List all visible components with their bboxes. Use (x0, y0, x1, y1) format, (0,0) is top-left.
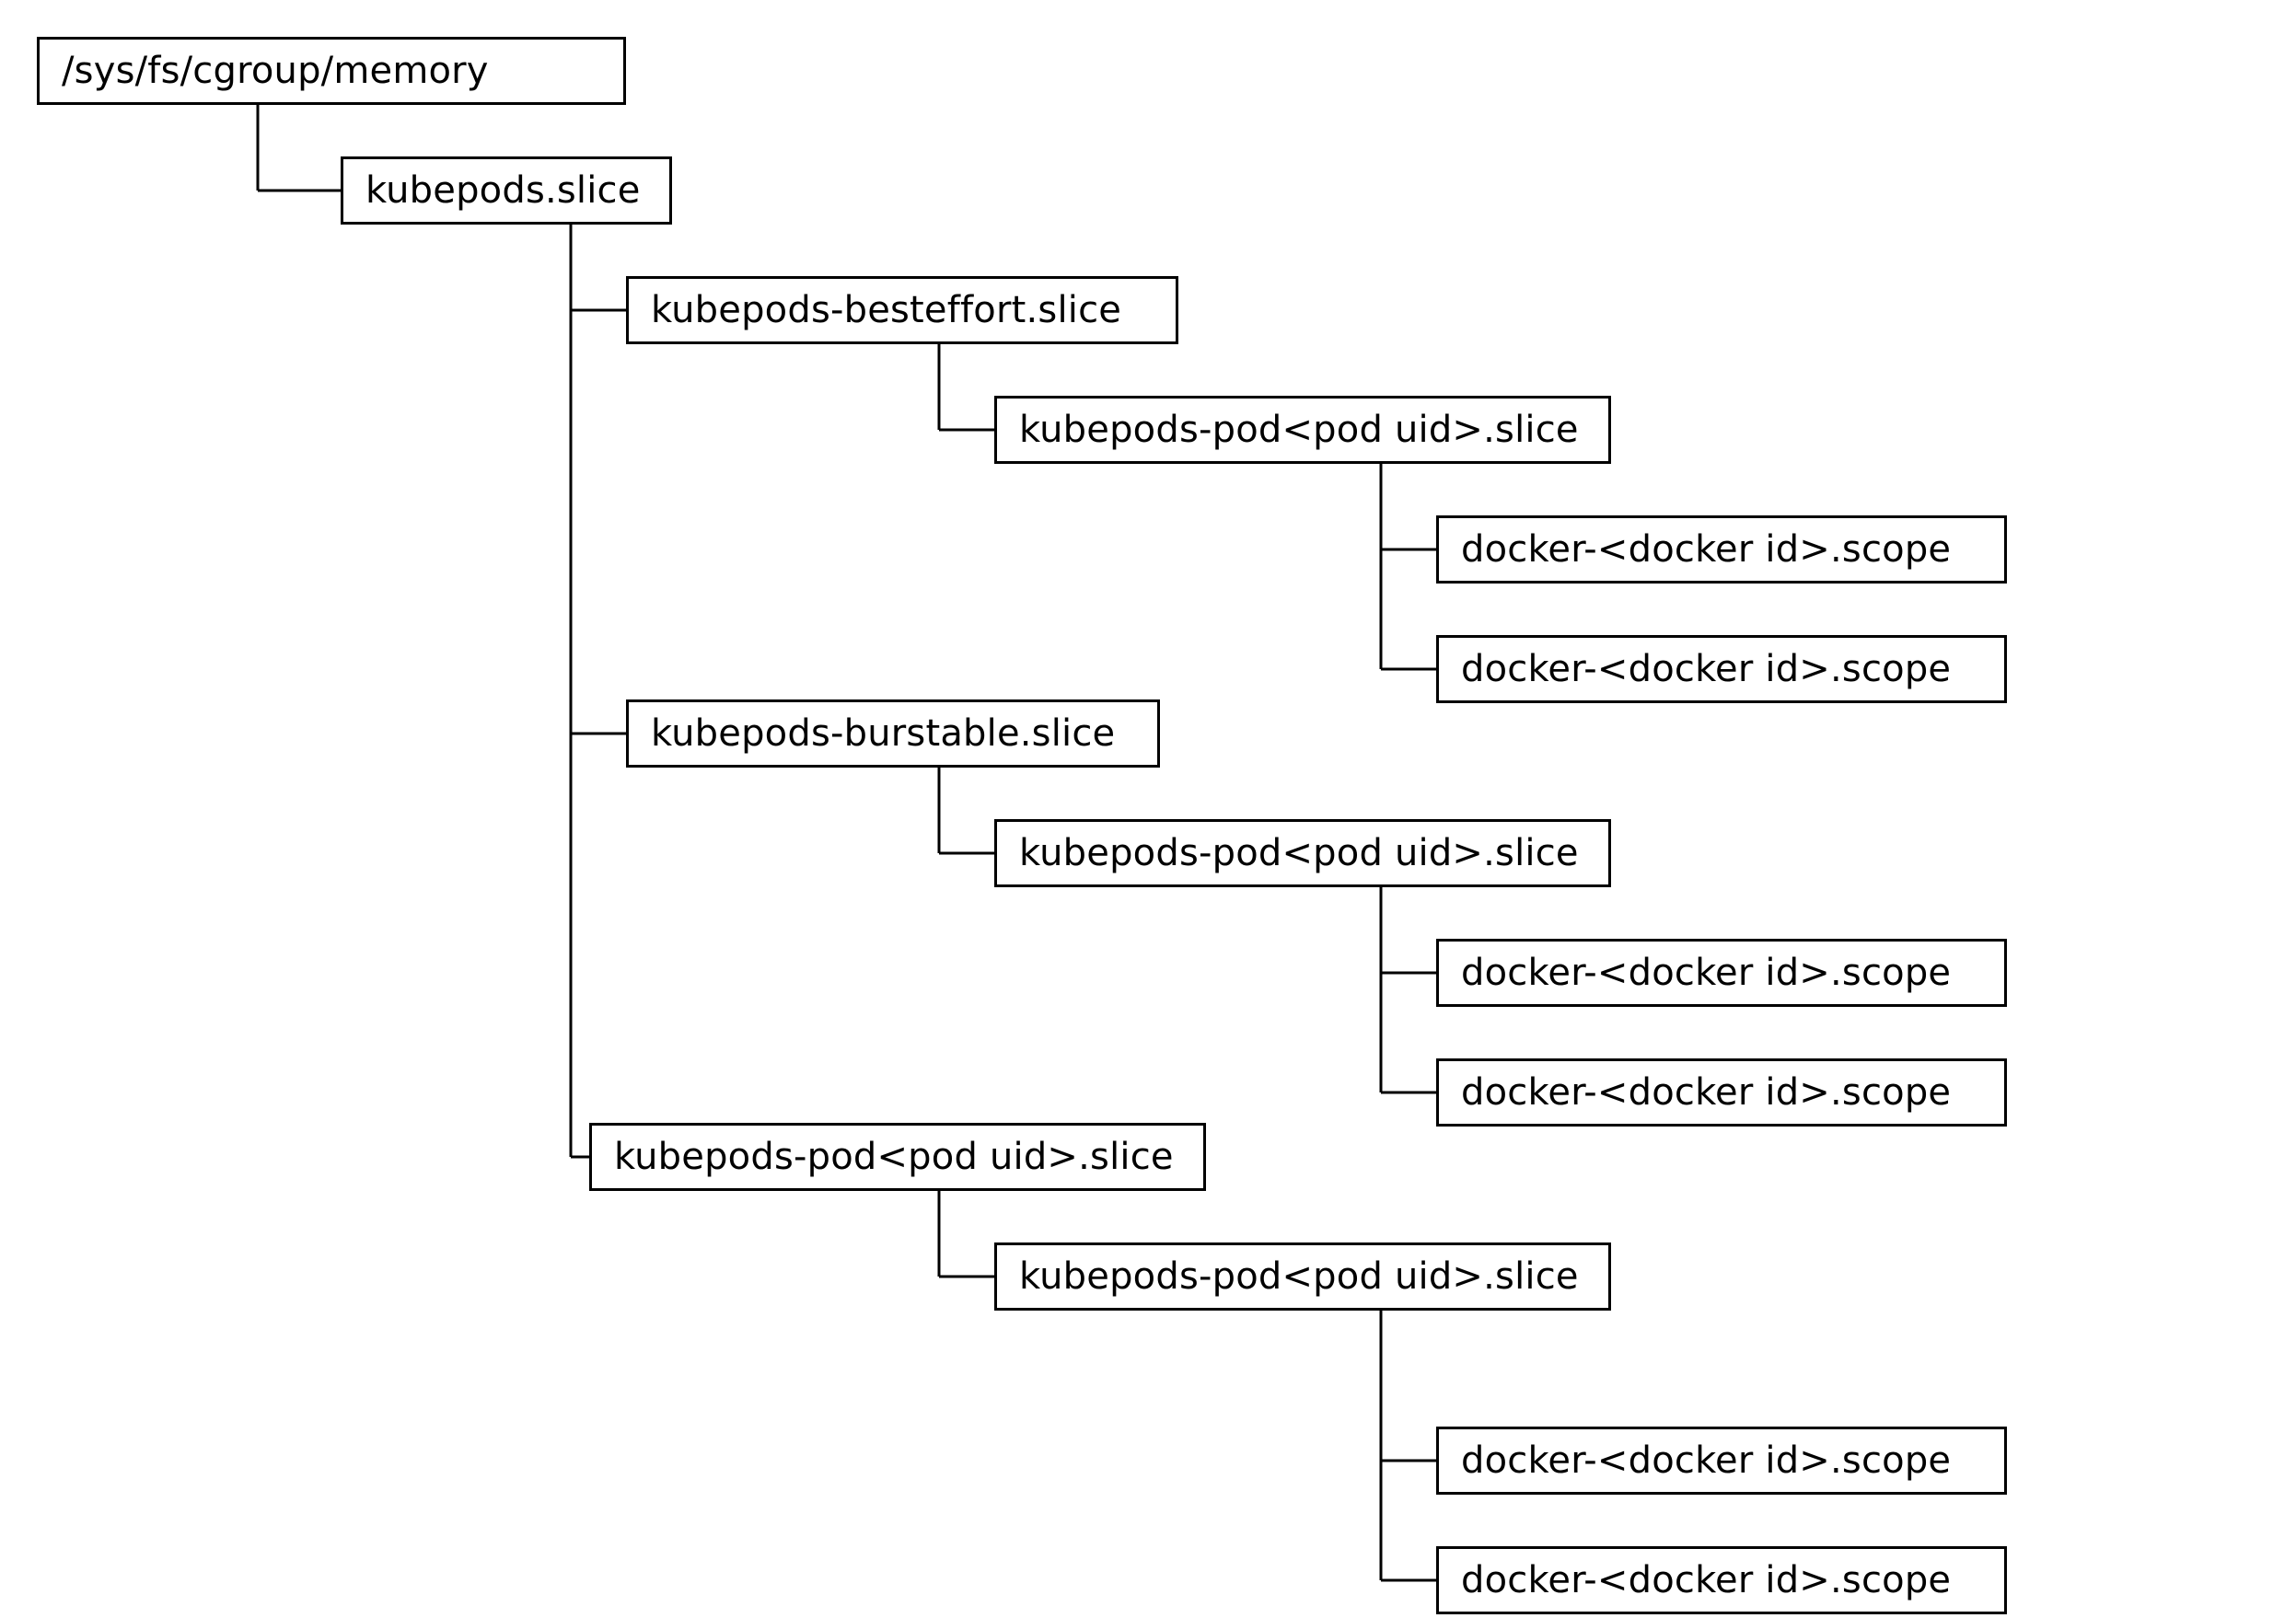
tree-node-besteffort: kubepods-besteffort.slice (626, 276, 1178, 344)
tree-node-burstable: kubepods-burstable.slice (626, 699, 1160, 768)
tree-node-gu_pod: kubepods-pod<pod uid>.slice (994, 1242, 1611, 1311)
tree-node-be_d1: docker-<docker id>.scope (1436, 515, 2007, 584)
tree-node-gu_d1: docker-<docker id>.scope (1436, 1427, 2007, 1495)
cgroup-tree-diagram: /sys/fs/cgroup/memory kubepods.slice kubep… (0, 0, 2296, 1618)
tree-node-bu_d2: docker-<docker id>.scope (1436, 1058, 2007, 1127)
tree-node-gu_parent: kubepods-pod<pod uid>.slice (589, 1123, 1206, 1191)
tree-node-kubepods: kubepods.slice (341, 156, 672, 225)
tree-node-root: /sys/fs/cgroup/memory (37, 37, 626, 105)
tree-node-be_d2: docker-<docker id>.scope (1436, 635, 2007, 703)
tree-node-gu_d2: docker-<docker id>.scope (1436, 1546, 2007, 1614)
tree-edges (0, 0, 2296, 1618)
tree-node-bu_d1: docker-<docker id>.scope (1436, 939, 2007, 1007)
tree-node-be_pod: kubepods-pod<pod uid>.slice (994, 396, 1611, 464)
tree-node-bu_pod: kubepods-pod<pod uid>.slice (994, 819, 1611, 887)
